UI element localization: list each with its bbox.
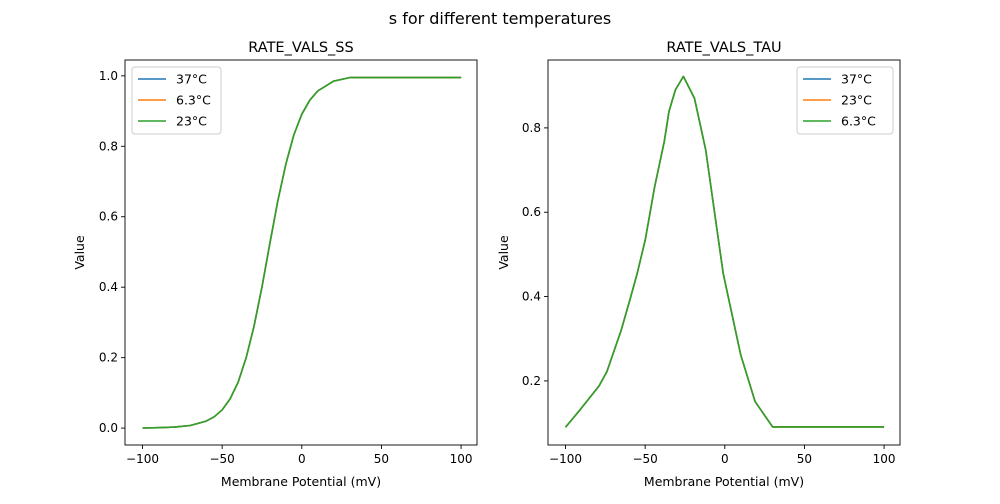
legend-label: 23°C — [176, 114, 207, 129]
legend-label: 37°C — [841, 72, 872, 87]
subplot-title: RATE_VALS_SS — [248, 40, 353, 56]
y-tick-label: 0.4 — [522, 290, 541, 304]
y-tick-label: 1.0 — [99, 69, 118, 83]
x-tick-label: −50 — [209, 452, 234, 466]
y-tick-label: 0.0 — [99, 421, 118, 435]
y-tick-label: 0.4 — [99, 280, 118, 294]
x-tick-label: −100 — [126, 452, 159, 466]
x-tick-label: 0 — [298, 452, 306, 466]
y-tick-label: 0.6 — [99, 210, 118, 224]
series-line-3 — [564, 75, 885, 428]
x-tick-label: 100 — [450, 452, 473, 466]
x-axis-label: Membrane Potential (mV) — [221, 474, 381, 489]
subplot-2: RATE_VALS_TAU −100 −50 0 50 100 0.2 0.4 0.6 0.8 Me… — [496, 40, 901, 489]
legend-label: 6.3°C — [176, 93, 211, 108]
y-tick-label: 0.6 — [522, 205, 541, 219]
x-tick-label: 50 — [374, 452, 389, 466]
legend-label: 23°C — [841, 93, 872, 108]
axes-frame — [547, 59, 901, 446]
subplot-1: RATE_VALS_SS −100 −50 0 50 100 0.0 0.2 0.4 0.6 0.8… — [72, 40, 478, 489]
y-axis-label: Value — [496, 235, 511, 270]
series-line-3 — [142, 76, 462, 429]
x-tick-label: −50 — [632, 452, 657, 466]
y-axis-label: Value — [72, 235, 87, 270]
axes-frame — [124, 59, 478, 446]
legend-box — [796, 66, 894, 135]
y-tick-label: 0.2 — [99, 351, 118, 365]
y-tick-label: 0.8 — [99, 139, 118, 153]
x-tick-label: 50 — [797, 452, 812, 466]
y-tick-label: 0.2 — [522, 374, 541, 388]
subplot-title: RATE_VALS_TAU — [666, 40, 781, 56]
legend-label: 6.3°C — [841, 114, 876, 129]
x-tick-label: 0 — [721, 452, 729, 466]
legend: 37°C 23°C 6.3°C — [796, 66, 894, 135]
figure-title: s for different temperatures — [389, 9, 611, 28]
x-tick-label: 100 — [873, 452, 896, 466]
legend: 37°C 6.3°C 23°C — [131, 66, 222, 135]
legend-label: 37°C — [176, 72, 207, 87]
legend-box — [131, 66, 222, 135]
x-tick-label: −100 — [549, 452, 582, 466]
x-axis-label: Membrane Potential (mV) — [644, 474, 804, 489]
y-tick-label: 0.8 — [522, 121, 541, 135]
